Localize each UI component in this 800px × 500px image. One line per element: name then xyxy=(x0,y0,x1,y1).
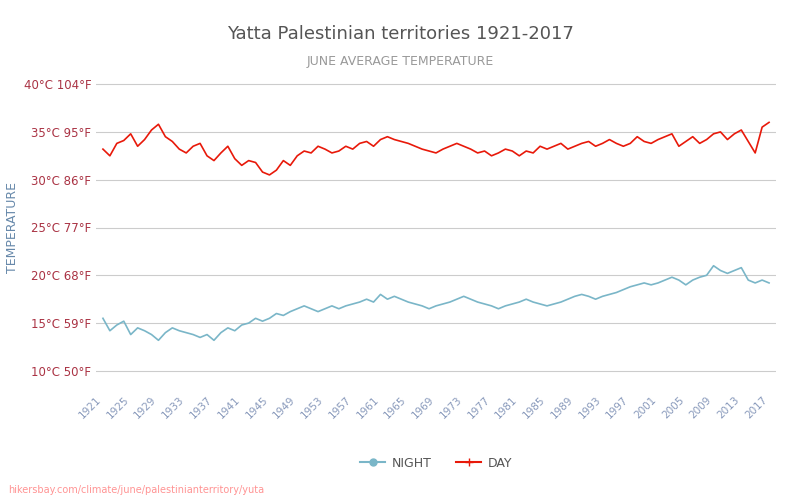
Text: JUNE AVERAGE TEMPERATURE: JUNE AVERAGE TEMPERATURE xyxy=(306,55,494,68)
Legend: NIGHT, DAY: NIGHT, DAY xyxy=(355,452,517,475)
Text: Yatta Palestinian territories 1921-2017: Yatta Palestinian territories 1921-2017 xyxy=(226,25,574,43)
Text: hikersbay.com/climate/june/palestinianterritory/yuta: hikersbay.com/climate/june/palestiniante… xyxy=(8,485,264,495)
Y-axis label: TEMPERATURE: TEMPERATURE xyxy=(6,182,19,273)
